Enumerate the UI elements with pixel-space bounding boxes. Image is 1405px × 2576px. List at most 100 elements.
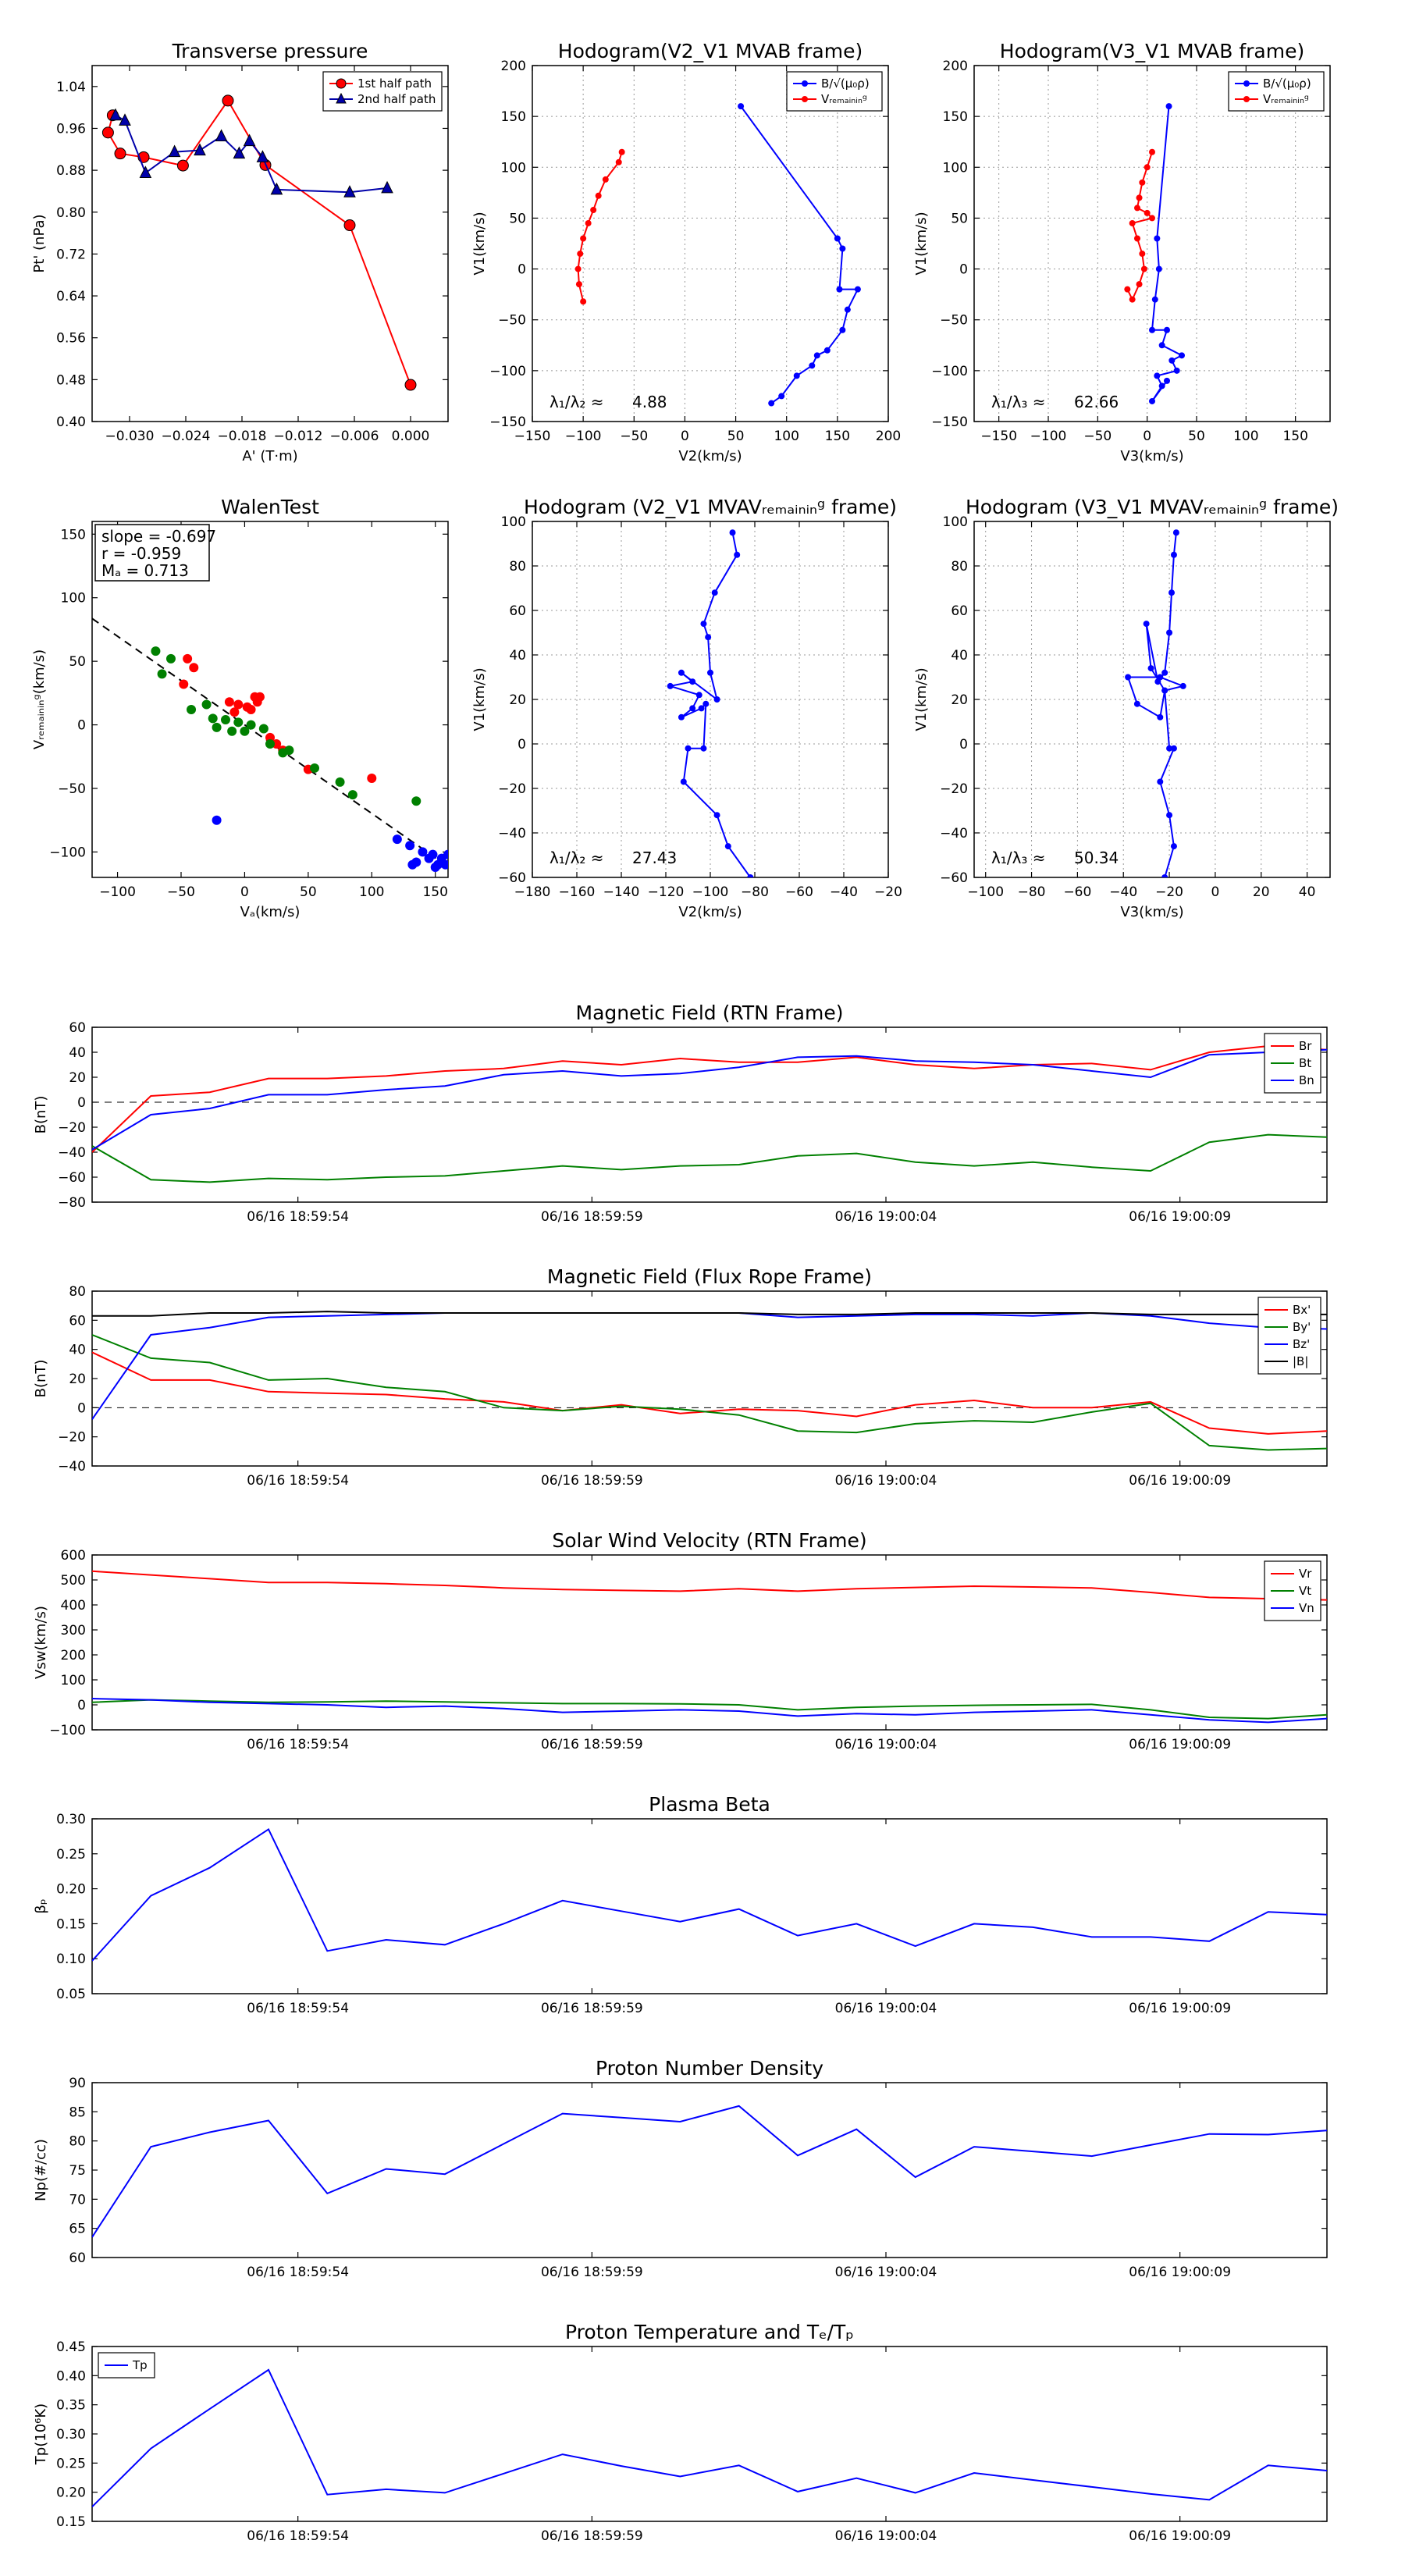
data-point	[1161, 669, 1168, 676]
y-tick-label: 20	[951, 692, 968, 708]
legend-marker	[336, 92, 347, 104]
scatter-point-blue	[418, 847, 428, 857]
y-tick-label: 0.40	[56, 415, 86, 430]
scatter-point-red	[367, 773, 377, 783]
legend-marker	[336, 78, 347, 89]
data-point	[839, 245, 846, 252]
y-tick-label: 0.80	[56, 205, 86, 221]
y-axis-label: Tp(10⁶K)	[33, 2403, 49, 2465]
chart-title: Hodogram (V3_V1 MVAVᵣₑₘₐᵢₙᵢₙᵍ frame)	[966, 496, 1339, 518]
y-tick-label: 50	[951, 211, 968, 226]
data-point	[602, 176, 609, 183]
chart-solar-wind-velocity: Solar Wind Velocity (RTN Frame) 06/16 18:…	[33, 1529, 1328, 1752]
x-tick-label: 0	[681, 429, 689, 444]
y-tick-label: −20	[940, 781, 968, 797]
x-tick-label: −160	[559, 884, 596, 900]
scatter-point-blue	[407, 859, 418, 870]
scatter-point-green	[157, 669, 167, 679]
y-axis-label: Vsw(km/s)	[33, 1606, 49, 1679]
data-point	[678, 713, 685, 720]
x-tick-label: 150	[825, 429, 850, 444]
data-point	[1144, 209, 1151, 216]
x-tick-label: −100	[1030, 429, 1067, 444]
y-tick-label: 0.96	[56, 121, 86, 137]
data-point	[343, 185, 356, 197]
x-tick-label: −50	[620, 429, 648, 444]
y-tick-label: −150	[489, 415, 526, 430]
data-point	[680, 778, 687, 785]
chart-magnetic-field-rtn: Magnetic Field (RTN Frame) 06/16 18:59:54…	[33, 1002, 1328, 1225]
y-tick-label: 200	[501, 59, 526, 74]
scatter-point-green	[151, 646, 161, 656]
y-tick-label: 50	[69, 654, 86, 670]
data-layer	[92, 2105, 1327, 2238]
y-tick-label: 50	[509, 211, 526, 226]
y-tick-label: 80	[69, 1284, 86, 1300]
y-tick-label: 40	[69, 1045, 86, 1061]
y-tick-label: 20	[69, 1070, 86, 1086]
data-point	[778, 393, 785, 400]
y-tick-label: −20	[58, 1120, 86, 1136]
chart-title: Hodogram(V2_V1 MVAB frame)	[558, 40, 863, 62]
data-point	[256, 150, 269, 162]
chart-hodogram-v2-v1-mvav: Hodogram (V2_V1 MVAVᵣₑₘₐᵢₙᵢₙᵍ frame) −180…	[471, 496, 902, 920]
y-tick-label: −40	[940, 826, 968, 841]
data-point	[1149, 397, 1155, 404]
data-layer	[1124, 103, 1185, 404]
series-line-vt	[92, 1699, 1327, 1720]
data-point	[685, 745, 692, 752]
data-point	[590, 207, 597, 214]
y-tick-label: 0	[77, 718, 86, 734]
x-tick-label: 50	[727, 429, 745, 444]
data-point	[1157, 674, 1164, 681]
legend-marker	[1243, 96, 1250, 102]
data-point	[119, 113, 131, 126]
data-point	[1149, 326, 1155, 333]
legend-marker	[802, 80, 808, 87]
data-point	[194, 143, 206, 156]
scatter-point-green	[284, 745, 294, 756]
chart-title: Proton Temperature and Tₑ/Tₚ	[565, 2321, 854, 2343]
data-point	[1173, 367, 1180, 374]
series-line-bn	[92, 1048, 1327, 1151]
data-layer	[92, 1570, 1327, 1724]
y-tick-label: 90	[69, 2076, 86, 2091]
legend-label: Vr	[1299, 1567, 1312, 1581]
legend-label: Vᵣₑₘₐᵢₙᵢₙᵍ	[821, 92, 867, 106]
data-point	[1139, 251, 1146, 258]
series-line-vr	[92, 1570, 1327, 1601]
y-tick-label: 100	[61, 591, 86, 607]
series-line-br	[92, 1044, 1327, 1153]
data-point	[1168, 589, 1176, 596]
legend-label: Br	[1299, 1039, 1312, 1053]
eigenvalue-ratio-value: 4.88	[632, 393, 667, 411]
data-point	[580, 298, 587, 305]
chart-proton-temperature: Proton Temperature and Tₑ/Tₚ 06/16 18:59:…	[33, 2321, 1328, 2544]
plot-area	[91, 1818, 1328, 1994]
y-tick-label: 0.05	[56, 1987, 86, 2002]
scatter-point-red	[246, 705, 256, 715]
data-layer	[92, 617, 448, 872]
y-tick-label: 80	[951, 559, 968, 575]
data-point	[1179, 682, 1186, 689]
data-point	[1124, 286, 1131, 293]
scatter-point-blue	[428, 849, 438, 859]
data-point	[700, 621, 707, 628]
chart-title: WalenTest	[221, 496, 319, 518]
x-tick-label: 06/16 19:00:04	[835, 1737, 937, 1752]
x-tick-label: −120	[648, 884, 685, 900]
x-tick-label: −60	[785, 884, 813, 900]
x-tick-label: −100	[967, 884, 1004, 900]
data-point	[747, 874, 754, 877]
y-tick-label: −150	[931, 415, 968, 430]
data-point	[1170, 745, 1177, 752]
chart-title: Proton Number Density	[596, 2057, 823, 2080]
chart-proton-number-density: Proton Number Density 06/16 18:59:54 06/16…	[33, 2057, 1328, 2280]
y-tick-label: 0	[77, 1698, 86, 1713]
y-tick-label: 0	[518, 262, 526, 278]
data-point	[574, 265, 582, 272]
scatter-point-green	[233, 717, 244, 728]
x-tick-label: 50	[300, 884, 317, 900]
stats-slope: slope = -0.697	[101, 527, 216, 546]
legend-label: Bz'	[1293, 1337, 1310, 1351]
